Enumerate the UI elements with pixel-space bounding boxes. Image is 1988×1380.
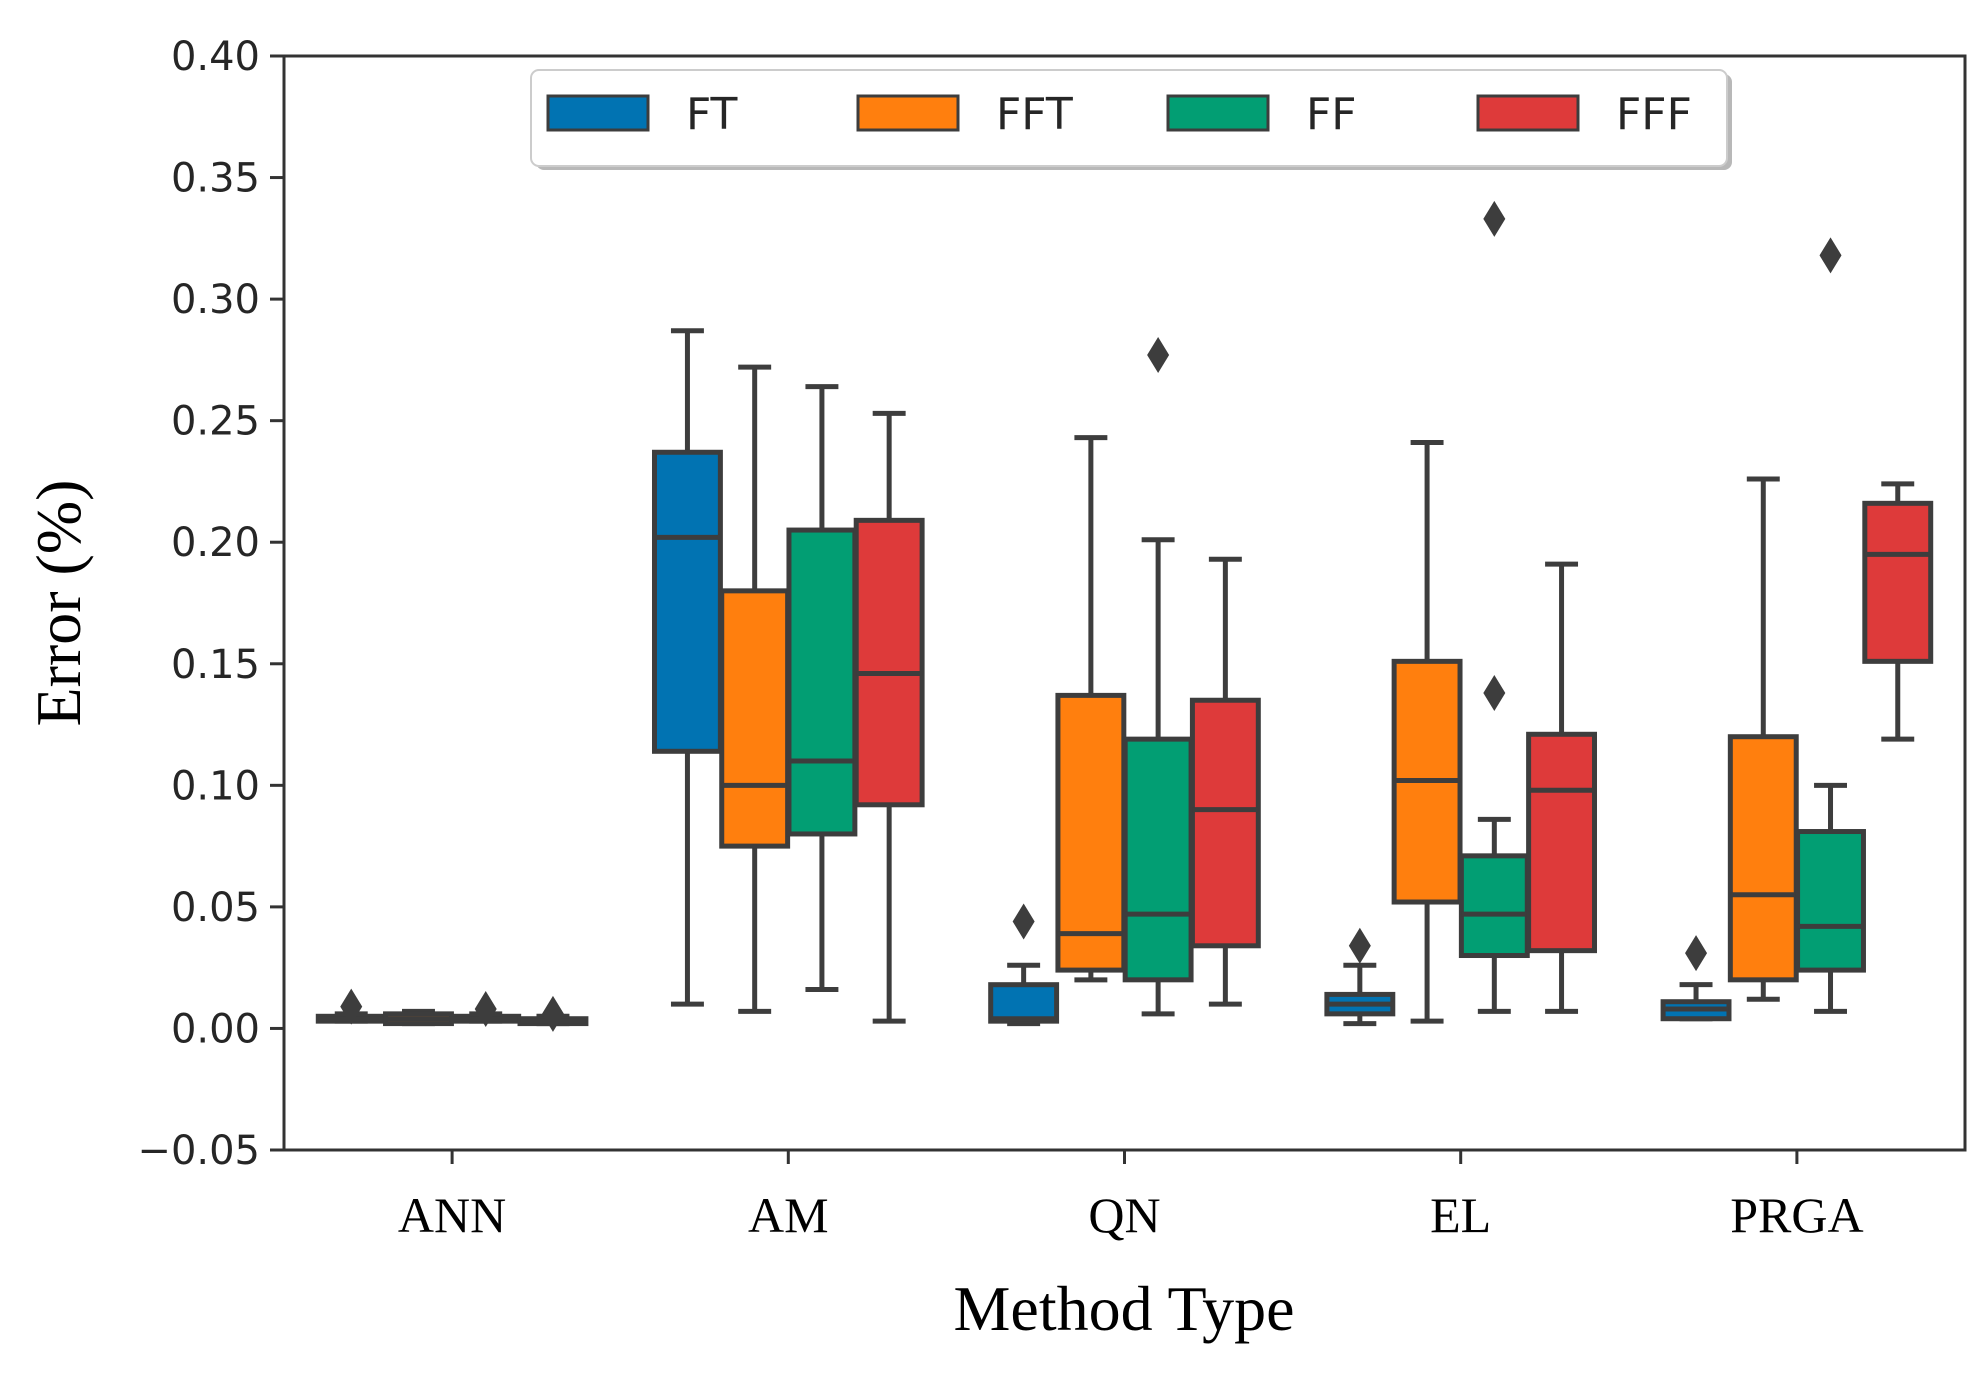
x-tick-label: ANN (398, 1187, 506, 1243)
legend-label-FFT: FFT (996, 89, 1073, 140)
y-tick-label: 0.05 (171, 885, 260, 931)
outlier-point (541, 995, 564, 1032)
box-iqr (1189, 697, 1261, 949)
y-tick-label: −0.05 (137, 1128, 260, 1174)
box-iqr (988, 982, 1060, 1024)
box-FFF-ANN (517, 995, 589, 1032)
outlier-point (1147, 337, 1170, 374)
box-FFF-EL (1526, 561, 1598, 1014)
x-tick-group: ANN AM QN EL PRGA (398, 1150, 1864, 1243)
box-FF-AM (786, 384, 858, 993)
box-FFT-PRGA (1727, 476, 1799, 1002)
y-tick-label: 0.20 (171, 520, 260, 566)
legend-label-FF: FF (1306, 89, 1357, 140)
outlier-point (1012, 903, 1035, 940)
box-iqr (1122, 736, 1194, 983)
x-tick-label: AM (748, 1187, 829, 1243)
box-FT-QN (988, 903, 1060, 1027)
box-FFT-ANN (383, 1008, 454, 1027)
box-iqr (786, 527, 858, 837)
x-tick-label: QN (1088, 1187, 1160, 1243)
box-FT-AM (651, 328, 723, 1007)
legend-items: FT FFT FF FFF (546, 89, 1692, 140)
outlier-point (1685, 935, 1708, 972)
y-tick-label: 0.10 (171, 763, 260, 809)
outlier-point (1483, 200, 1506, 237)
box-iqr (1526, 731, 1598, 954)
series-FFF (517, 410, 1934, 1032)
y-axis-title: Error (%) (23, 480, 94, 727)
x-tick-label: PRGA (1730, 1187, 1863, 1243)
box-iqr (1862, 500, 1934, 664)
y-tick-group: −0.05 0.00 0.05 0.10 0.15 0.20 0.25 0.30 0.35 0.4… (137, 34, 284, 1174)
box-iqr (1458, 853, 1530, 959)
y-tick-label: 0.15 (171, 642, 260, 688)
box-FFF-QN (1189, 556, 1261, 1007)
box-FF-EL (1458, 200, 1530, 1014)
box-series-group (315, 200, 1934, 1032)
x-tick-label: EL (1430, 1187, 1491, 1243)
box-FT-ANN (315, 988, 387, 1025)
y-tick-label: 0.40 (171, 34, 260, 80)
box-iqr (1795, 829, 1866, 973)
x-axis-title: Method Type (954, 1273, 1295, 1344)
box-iqr (1055, 692, 1127, 973)
box-FT-EL (1324, 927, 1396, 1027)
legend-swatch-FFT (856, 94, 960, 132)
legend-label-FT: FT (686, 89, 738, 140)
legend-swatch-FFF (1476, 94, 1580, 132)
outlier-point (474, 990, 497, 1027)
y-axis: −0.05 0.00 0.05 0.10 0.15 0.20 0.25 0.30 0.35 0.4… (137, 34, 284, 1174)
outlier-point (340, 988, 363, 1025)
y-tick-label: 0.30 (171, 277, 260, 323)
box-FF-PRGA (1795, 237, 1866, 1014)
y-tick-label: 0.35 (171, 156, 260, 202)
legend-label-FFF: FFF (1616, 89, 1692, 140)
legend-swatch-FT (546, 94, 650, 132)
box-iqr (1727, 734, 1799, 983)
box-iqr (651, 449, 723, 754)
plot-frame (282, 54, 1967, 1152)
y-tick-label: 0.25 (171, 399, 260, 445)
series-FF (450, 200, 1866, 1027)
box-FFF-PRGA (1862, 481, 1934, 742)
outlier-point (1483, 674, 1506, 711)
box-FFF-AM (853, 410, 925, 1024)
box-iqr (719, 588, 791, 849)
legend: FT FFT FF FFF (530, 69, 1732, 170)
outlier-point (1819, 237, 1842, 274)
y-tick-label: 0.00 (171, 1006, 260, 1052)
legend-swatch-FF (1166, 94, 1270, 132)
legend-box (530, 69, 1728, 167)
outlier-point (1348, 927, 1371, 964)
box-FF-ANN (450, 990, 522, 1027)
box-FFT-EL (1391, 440, 1463, 1024)
series-FT (315, 328, 1732, 1027)
x-axis: ANN AM QN EL PRGA (398, 1150, 1864, 1243)
box-FFT-AM (719, 364, 791, 1014)
box-FFT-QN (1055, 435, 1127, 983)
box-iqr (853, 517, 925, 808)
box-FT-PRGA (1660, 935, 1732, 1022)
box-FF-QN (1122, 337, 1194, 1017)
